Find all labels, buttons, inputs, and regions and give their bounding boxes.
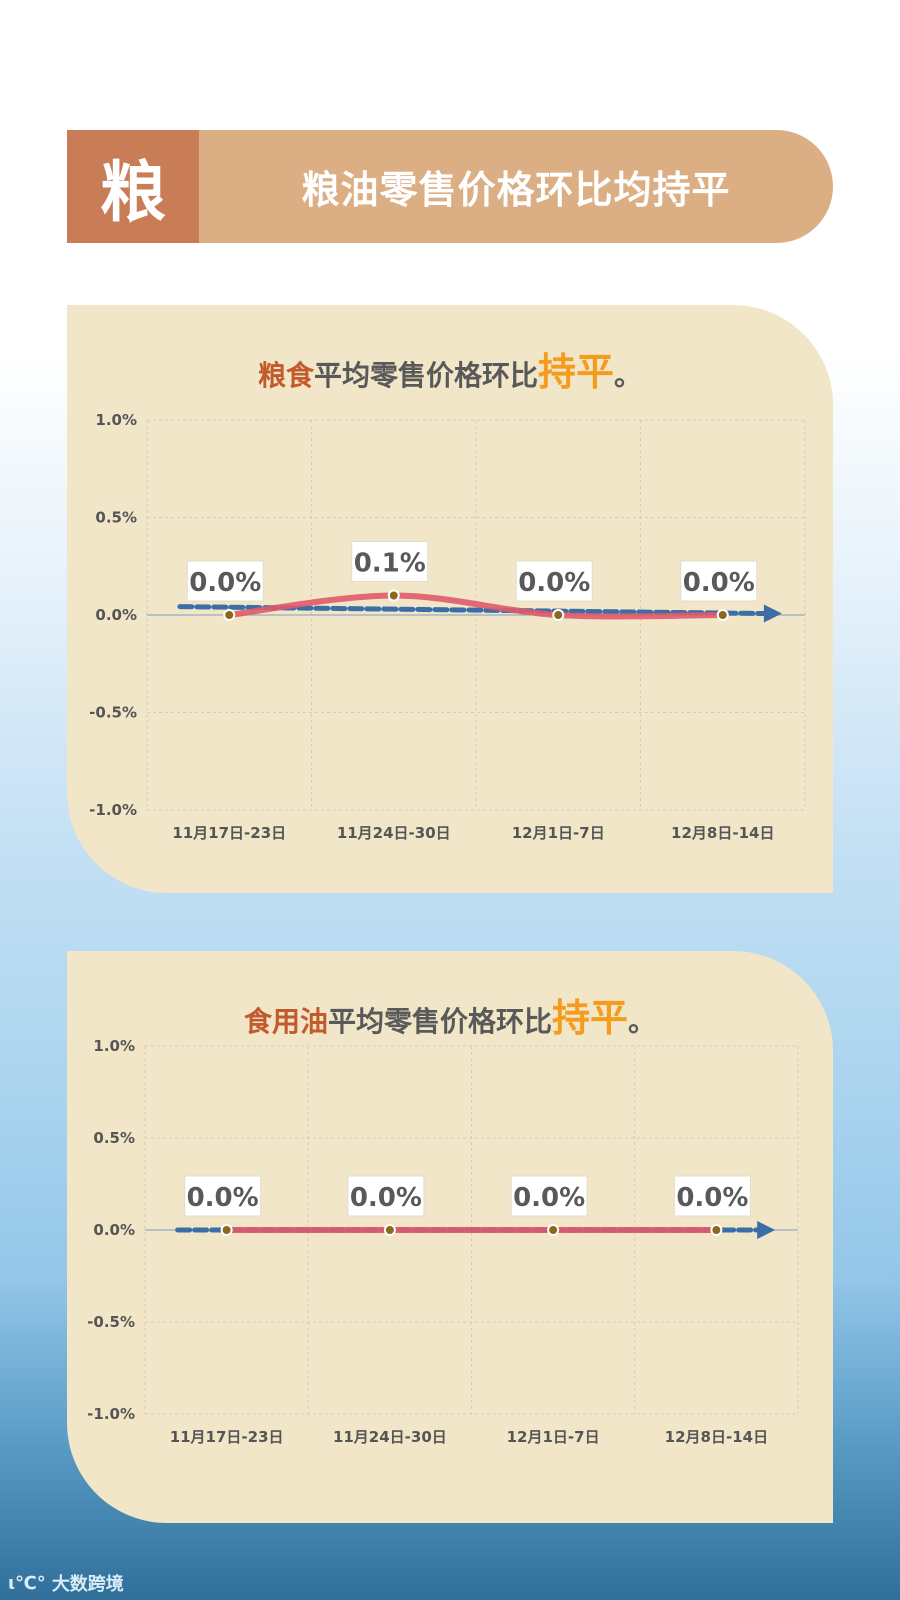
data-label-box	[510, 1175, 588, 1217]
data-point	[220, 1224, 233, 1236]
chart-title: 食用油平均零售价格环比持平。	[67, 987, 833, 1042]
data-label-box	[515, 560, 593, 602]
x-tick-label: 12月1日-7日	[512, 824, 605, 842]
brand-logo: ι℃° 大数跨境	[8, 1571, 124, 1596]
y-tick-label: 0.5%	[95, 509, 137, 527]
grain-line-chart: 1.0% 0.5% 0.0% -0.5% -1.0% 11月17日-23日 11月24日-3…	[89, 411, 806, 842]
data-point	[547, 1224, 560, 1236]
grain-price-card: 粮食平均零售价格环比持平。 1.0% 0.5% 0.0% -0.5% -1.0% 11月1…	[67, 305, 833, 893]
chart-title: 粮食平均零售价格环比持平。	[67, 341, 833, 396]
chart-title-emphasis: 持平	[552, 996, 629, 1040]
chart-title-end: 。	[614, 359, 643, 392]
y-tick-label: -0.5%	[89, 704, 137, 722]
chart-title-text: 平均零售价格环比	[327, 1005, 552, 1038]
data-label-box	[347, 1175, 425, 1217]
page-title: 粮油零售价格环比均持平	[301, 168, 731, 212]
oil-line-chart: 1.0% 0.5% 0.0% -0.5% -1.0% 11月17日-23日 11月24日-3…	[87, 1037, 799, 1446]
data-label: 0.0%	[683, 568, 755, 598]
gridlines	[144, 1045, 799, 1415]
data-point	[710, 1224, 723, 1236]
x-tick-label: 12月1日-7日	[507, 1428, 600, 1446]
data-point	[716, 609, 729, 621]
data-label-box	[351, 541, 429, 582]
header-banner: 粮 粮油零售价格环比均持平	[67, 130, 833, 243]
chart-title-text: 平均零售价格环比	[313, 359, 538, 392]
data-point	[223, 609, 236, 621]
data-point	[552, 609, 565, 621]
data-label: 0.1%	[354, 549, 426, 579]
y-tick-label: -1.0%	[87, 1405, 135, 1423]
data-label: 0.0%	[518, 568, 590, 598]
brand-mark-icon: ι℃°	[8, 1572, 46, 1594]
x-tick-label: 11月24日-30日	[337, 824, 451, 842]
y-tick-label: 0.0%	[93, 1221, 135, 1239]
y-tick-label: -1.0%	[89, 801, 137, 819]
data-label-box	[184, 1175, 262, 1217]
y-tick-label: 1.0%	[93, 1037, 135, 1055]
x-tick-label: 11月17日-23日	[170, 1428, 284, 1446]
data-label-box	[673, 1175, 751, 1217]
series-line	[226, 592, 726, 620]
data-label: 0.0%	[513, 1183, 585, 1213]
oil-price-card: 食用油平均零售价格环比持平。 1.0% 0.5% 0.0% -0.5% -1.0% 11月…	[67, 951, 833, 1523]
data-label: 0.0%	[187, 1183, 259, 1213]
y-tick-label: -0.5%	[87, 1313, 135, 1331]
data-label: 0.0%	[676, 1183, 748, 1213]
brand-name: 大数跨境	[51, 1574, 124, 1595]
trendline-arrow	[763, 604, 782, 623]
data-label-box	[680, 560, 758, 602]
data-label-box	[186, 560, 264, 602]
chart-title-emphasis: 持平	[538, 350, 615, 394]
y-tick-label: 0.0%	[95, 606, 137, 624]
y-tick-label: 1.0%	[95, 411, 137, 429]
category-badge: 粮	[67, 130, 199, 243]
chart-title-subject: 食用油	[243, 1005, 328, 1038]
chart-title-subject: 粮食	[257, 359, 314, 392]
x-tick-label: 11月24日-30日	[333, 1428, 447, 1446]
data-point	[387, 589, 400, 602]
data-label: 0.0%	[189, 568, 261, 598]
trendline-arrow	[757, 1221, 776, 1239]
data-label: 0.0%	[350, 1183, 422, 1213]
x-tick-label: 12月8日-14日	[671, 824, 774, 842]
data-point	[383, 1224, 396, 1236]
x-tick-label: 12月8日-14日	[665, 1428, 768, 1446]
y-tick-label: 0.5%	[93, 1129, 135, 1147]
chart-title-end: 。	[628, 1005, 657, 1038]
x-tick-label: 11月17日-23日	[172, 824, 286, 842]
